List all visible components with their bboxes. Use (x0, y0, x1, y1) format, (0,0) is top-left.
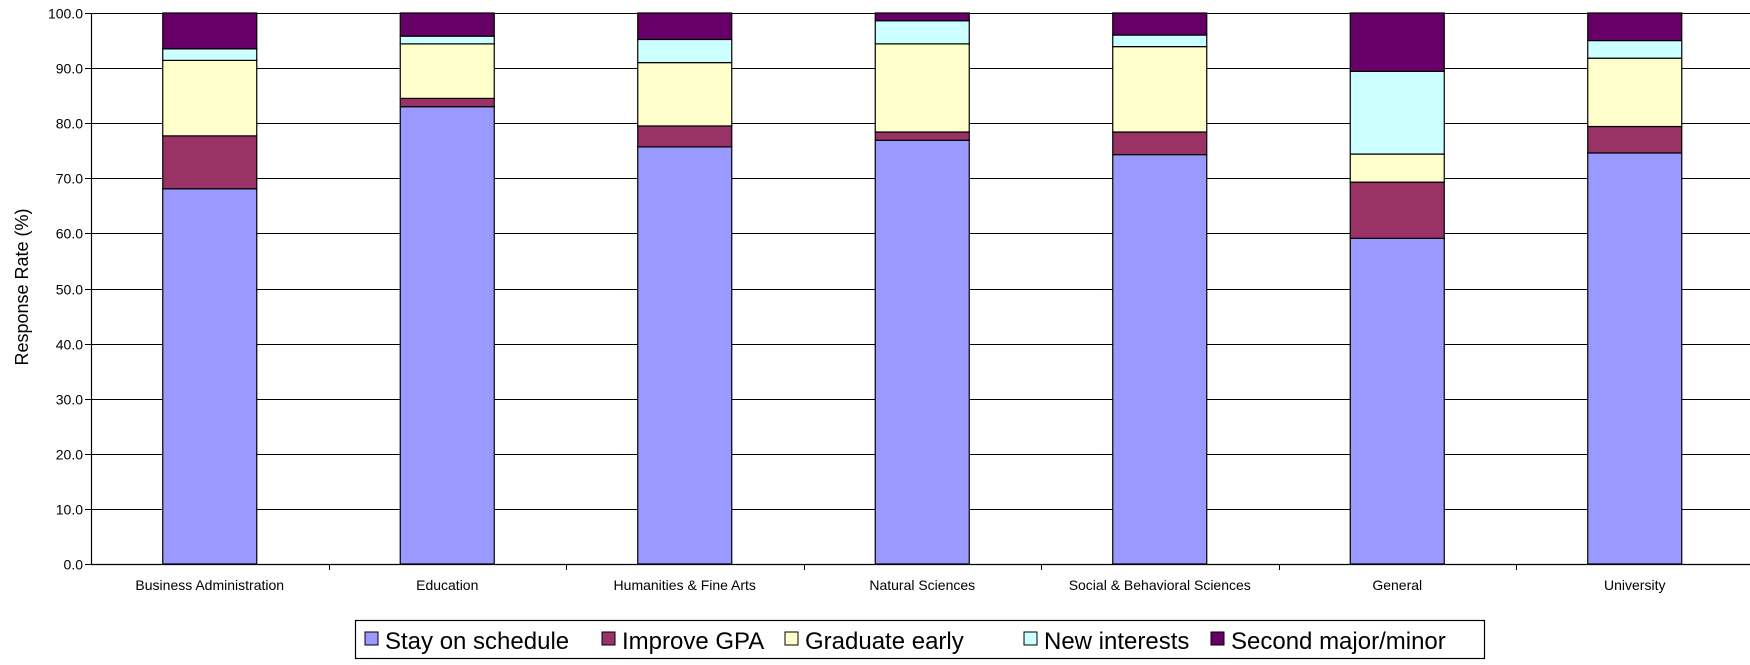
bar-segment (1112, 34, 1208, 48)
bar-segment (637, 125, 733, 148)
y-tick-label: 20.0 (56, 447, 83, 463)
bar-segment (1587, 125, 1683, 154)
y-axis-label: Response Rate (%) (12, 208, 32, 365)
bar-segment (637, 146, 733, 565)
bar-segment (1112, 131, 1208, 156)
bar-segment (1112, 46, 1208, 133)
y-tick-label: 30.0 (56, 392, 83, 408)
bar-segment (1587, 39, 1683, 59)
x-tick-label: General (1372, 577, 1422, 593)
bar-segment (162, 135, 258, 190)
x-tick-label: University (1604, 577, 1665, 593)
bar-segment (399, 35, 495, 45)
bar-segment (874, 20, 970, 45)
bar-segment (874, 131, 970, 141)
x-tick-label: Natural Sciences (869, 577, 975, 593)
bar-segment (162, 59, 258, 137)
bar-segment (162, 48, 258, 61)
x-tick-label: Humanities & Fine Arts (614, 577, 756, 593)
bar-segment (399, 97, 495, 108)
legend-entry: Stay on schedule (385, 628, 569, 655)
y-tick-label: 60.0 (56, 226, 83, 242)
bar-segment (637, 38, 733, 64)
bar-segment (399, 106, 495, 565)
bar-segment (1112, 12, 1208, 36)
y-tick-label: 80.0 (56, 116, 83, 132)
legend-swatch (784, 631, 799, 646)
bar-segment (1587, 57, 1683, 128)
y-tick-label: 50.0 (56, 282, 83, 298)
bar-segment (1349, 12, 1445, 73)
bar-segment (1349, 181, 1445, 239)
y-tick-label: 40.0 (56, 337, 83, 353)
bar-segment (1587, 12, 1683, 42)
bar-segment (874, 43, 970, 133)
y-tick-label: 100.0 (48, 6, 83, 22)
bar-segment (1349, 153, 1445, 183)
legend-entry: Graduate early (805, 628, 964, 655)
bar-segment (1349, 70, 1445, 155)
y-tick-label: 0.0 (64, 557, 84, 573)
bar-segment (162, 12, 258, 50)
y-tick-label: 70.0 (56, 171, 83, 187)
x-tick-label: Business Administration (135, 577, 284, 593)
bar-segment (399, 12, 495, 37)
legend-entry: Second major/minor (1231, 628, 1446, 655)
legend-box (354, 619, 1486, 660)
x-tick-label: Social & Behavioral Sciences (1069, 577, 1251, 593)
x-tick-label: Education (416, 577, 478, 593)
legend-swatch (1023, 631, 1038, 646)
legend-entry: Improve GPA (622, 628, 764, 655)
bars (162, 12, 1683, 565)
bar-segment (874, 139, 970, 565)
y-tick-label: 10.0 (56, 502, 83, 518)
bar-segment (637, 61, 733, 127)
bar-segment (1349, 237, 1445, 565)
axes: 0.0 10.0 20.0 30.0 40.0 50.0 60.0 70.0 80.0 90.0 1… (48, 6, 1750, 593)
legend-swatch (1210, 631, 1225, 646)
legend-swatch (601, 631, 616, 646)
bar-segment (1112, 154, 1208, 565)
bar-segment (162, 188, 258, 565)
bar-segment (399, 43, 495, 100)
y-tick-label: 90.0 (56, 61, 83, 77)
bar-segment (637, 12, 733, 41)
bar-segment (1587, 152, 1683, 565)
legend: Stay on schedule Improve GPA Graduate earl… (354, 619, 1486, 660)
bar-segment (874, 12, 970, 22)
legend-swatch (364, 631, 379, 646)
legend-entry: New interests (1044, 628, 1189, 655)
